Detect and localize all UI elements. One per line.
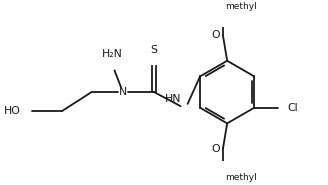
Text: N: N <box>119 87 127 97</box>
Text: methyl: methyl <box>225 173 256 182</box>
Text: methyl: methyl <box>225 2 256 11</box>
Text: HO: HO <box>4 106 21 116</box>
Text: O: O <box>211 30 220 40</box>
Text: Cl: Cl <box>288 103 298 113</box>
Text: H₂N: H₂N <box>102 49 123 59</box>
Text: O: O <box>211 144 220 154</box>
Text: S: S <box>151 45 158 55</box>
Text: HN: HN <box>165 94 181 104</box>
